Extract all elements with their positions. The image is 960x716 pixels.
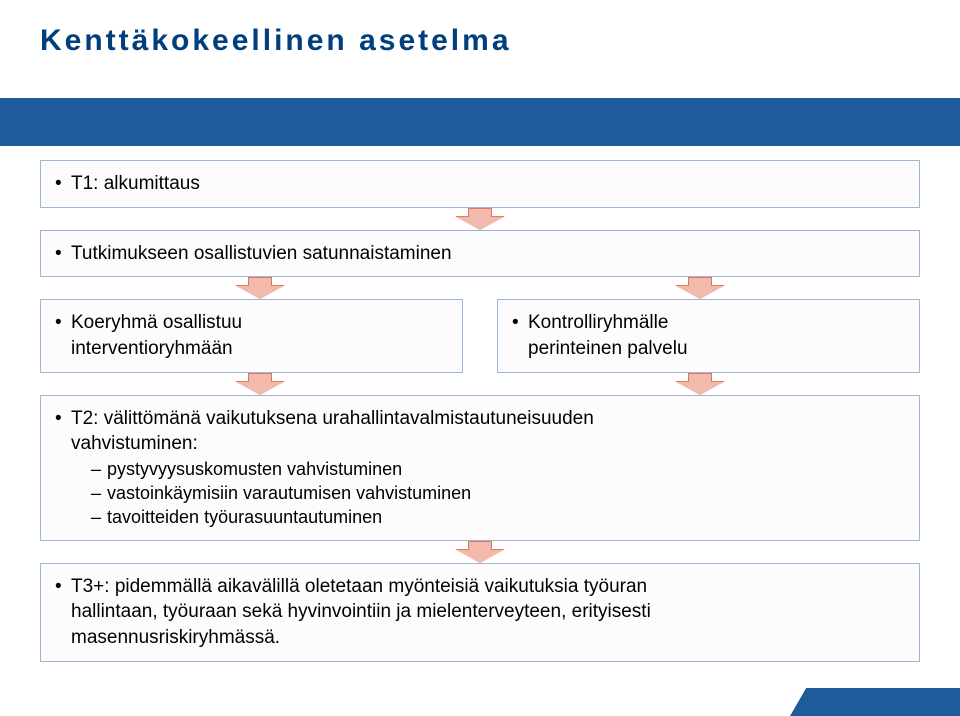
t2-sub1: pystyvyysuskomusten vahvistuminen bbox=[107, 457, 402, 481]
row-groups: •Koeryhmä osallistuu interventioryhmään … bbox=[40, 299, 920, 372]
box-randomize: •Tutkimukseen osallistuvien satunnaistam… bbox=[40, 230, 920, 278]
box-t3: •T3+: pidemmällä aikavälillä oletetaan m… bbox=[40, 563, 920, 662]
t2-header2: vahvistuminen: bbox=[71, 431, 198, 457]
slide-title: Kenttäkokeellinen asetelma bbox=[40, 24, 512, 58]
control-line1: Kontrolliryhmälle bbox=[528, 310, 668, 336]
randomize-text: Tutkimukseen osallistuvien satunnaistami… bbox=[71, 241, 452, 267]
t2-sub2: vastoinkäymisiin varautumisen vahvistumi… bbox=[107, 481, 471, 505]
arrow-3-right bbox=[676, 373, 724, 395]
arrow-2-left bbox=[236, 277, 284, 299]
arrow-4 bbox=[40, 541, 920, 563]
control-line2: perinteinen palvelu bbox=[528, 336, 688, 362]
arrow-3-left bbox=[236, 373, 284, 395]
footer-accent bbox=[790, 674, 960, 716]
t2-sub3: tavoitteiden työurasuuntautuminen bbox=[107, 505, 382, 529]
arrow-1 bbox=[40, 208, 920, 230]
intervention-line2: interventioryhmään bbox=[71, 336, 233, 362]
box-control: •Kontrolliryhmälle perinteinen palvelu bbox=[497, 299, 920, 372]
arrow-3-row bbox=[40, 373, 920, 395]
box-t1: •T1: alkumittaus bbox=[40, 160, 920, 208]
diagram-content: •T1: alkumittaus •Tutkimukseen osallistu… bbox=[40, 160, 920, 662]
t2-header1: T2: välittömänä vaikutuksena urahallinta… bbox=[71, 406, 594, 432]
t3-line3: masennusriskiryhmässä. bbox=[71, 625, 280, 651]
box-intervention: •Koeryhmä osallistuu interventioryhmään bbox=[40, 299, 463, 372]
intervention-line1: Koeryhmä osallistuu bbox=[71, 310, 242, 336]
t3-line1: T3+: pidemmällä aikavälillä oletetaan my… bbox=[71, 574, 647, 600]
arrow-2-right bbox=[676, 277, 724, 299]
box-t2: •T2: välittömänä vaikutuksena urahallint… bbox=[40, 395, 920, 541]
title-band bbox=[0, 92, 960, 146]
t3-line2: hallintaan, työuraan sekä hyvinvointiin … bbox=[71, 599, 651, 625]
arrow-2-row bbox=[40, 277, 920, 299]
t1-text: T1: alkumittaus bbox=[71, 171, 200, 197]
slide: Kenttäkokeellinen asetelma •T1: alkumitt… bbox=[0, 0, 960, 716]
